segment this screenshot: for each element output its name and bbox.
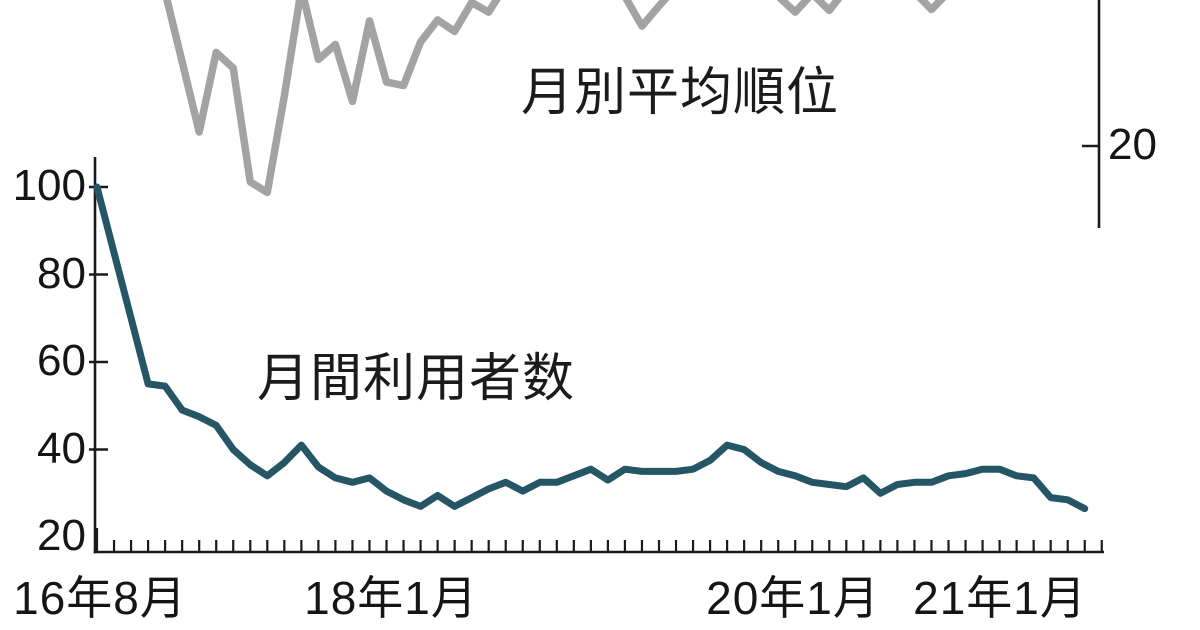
- rank-series-label: 月別平均順位: [521, 64, 840, 122]
- left-axis-label-40: 40: [37, 424, 86, 473]
- users-series-label: 月間利用者数: [257, 350, 576, 408]
- rank-series-line: [163, 0, 946, 197]
- axes-group: [89, 0, 1104, 554]
- right-axis-label-20: 20: [1108, 120, 1157, 169]
- left-axis-label-60: 60: [37, 336, 86, 385]
- x-axis-label-16-8: 16年8月: [13, 572, 187, 624]
- left-axis-label-100: 100: [12, 161, 86, 210]
- x-axis-label-21-1: 21年1月: [913, 572, 1087, 624]
- x-axis-label-18-1: 18年1月: [304, 572, 478, 624]
- x-axis-label-20-1: 20年1月: [706, 572, 880, 624]
- left-axis-label-80: 80: [37, 249, 86, 298]
- x-axis-ticks: [95, 528, 1103, 552]
- left-axis-label-20: 20: [37, 511, 86, 560]
- users-series-line: [93, 183, 1089, 513]
